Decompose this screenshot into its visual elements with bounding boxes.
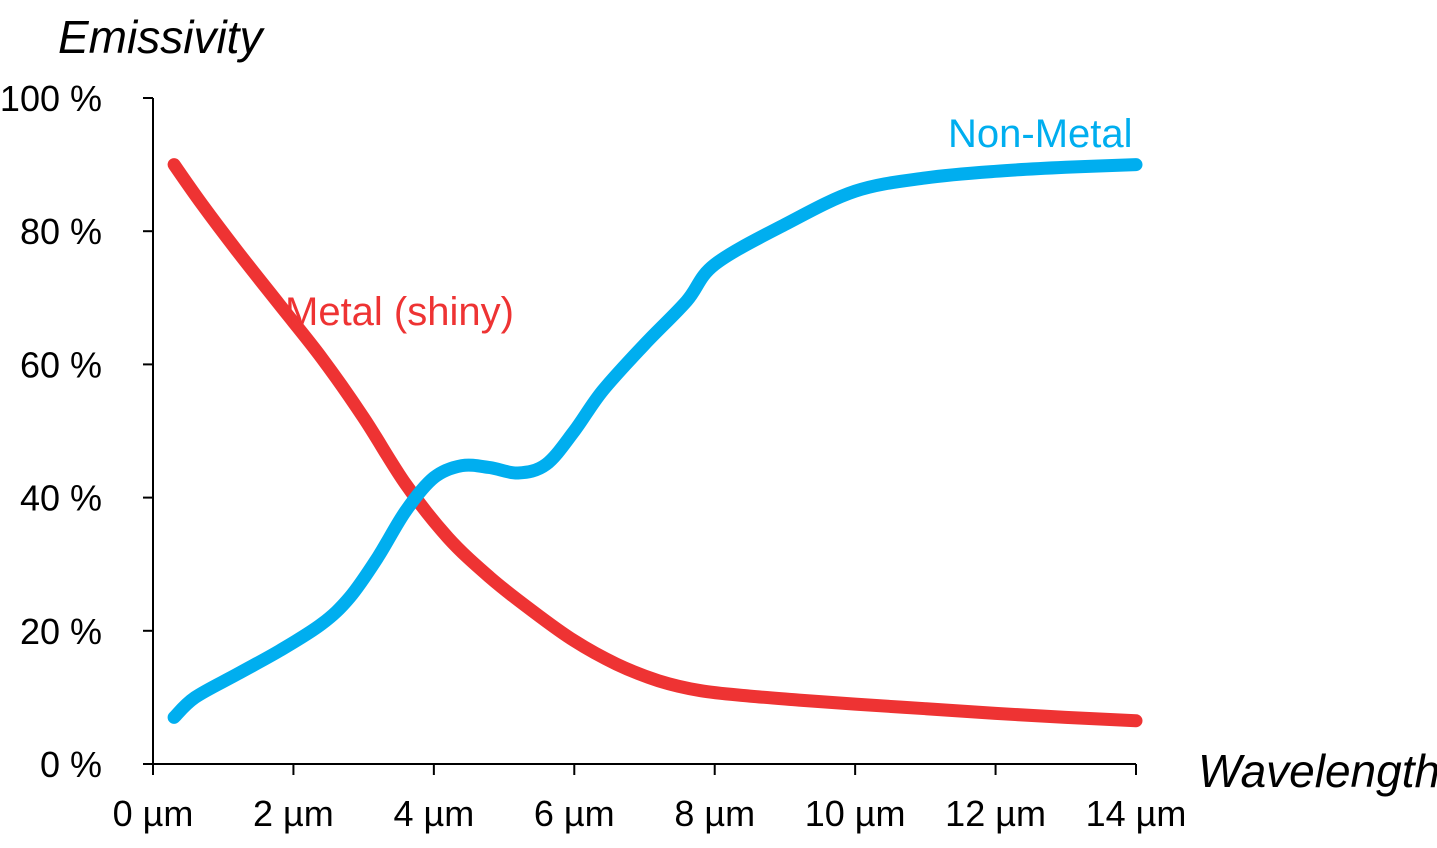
x-tick-label: 14 µm	[1086, 793, 1187, 834]
x-ticks: 0 µm 2 µm 4 µm 6 µm 8 µm 10 µm 12 µm 14 µm	[113, 764, 1187, 834]
y-tick-label: 0 %	[40, 744, 102, 785]
series-label-non-metal: Non-Metal	[948, 112, 1133, 156]
series-line-non-metal	[167, 158, 1143, 724]
x-tick-label: 6 µm	[534, 793, 615, 834]
x-tick-label: 0 µm	[113, 793, 194, 834]
series-label-metal: Metal (shiny)	[285, 290, 514, 334]
y-ticks: 0 % 20 % 40 % 60 % 80 % 100 %	[0, 78, 153, 785]
y-tick-label: 100 %	[0, 78, 102, 119]
x-tick-label: 12 µm	[945, 793, 1046, 834]
y-tick-label: 20 %	[20, 611, 102, 652]
x-tick-label: 8 µm	[674, 793, 755, 834]
x-axis-title: Wavelength	[1198, 745, 1437, 797]
x-tick-label: 10 µm	[805, 793, 906, 834]
series-group	[167, 158, 1143, 728]
y-axis-title: Emissivity	[58, 11, 265, 63]
y-tick-label: 60 %	[20, 344, 102, 385]
x-tick-label: 4 µm	[393, 793, 474, 834]
x-tick-label: 2 µm	[253, 793, 334, 834]
y-tick-label: 40 %	[20, 478, 102, 519]
y-tick-label: 80 %	[20, 211, 102, 252]
series-line-metal	[167, 158, 1143, 728]
